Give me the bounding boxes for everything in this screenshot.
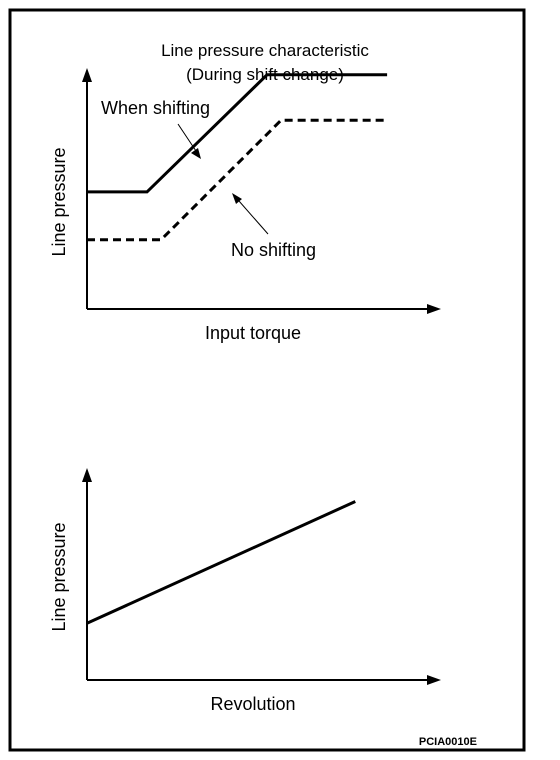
figure-code: PCIA0010E xyxy=(419,736,477,748)
y-axis-label: Line pressure xyxy=(49,522,69,631)
series-line-no-shifting xyxy=(87,118,388,242)
callout-arrowhead-when-shifting xyxy=(191,148,201,159)
chart-subtitle: (During shift change) xyxy=(186,65,344,84)
pressure-vs-torque-chart: Line pressure characteristic (During shi… xyxy=(49,41,441,343)
callout-leader-no-shifting xyxy=(238,200,269,235)
figure-border xyxy=(8,8,526,752)
x-axis-label: Revolution xyxy=(210,694,295,714)
series-label-no-shifting: No shifting xyxy=(231,240,316,260)
y-axis-arrowhead xyxy=(82,68,92,82)
x-axis-arrowhead xyxy=(427,675,441,685)
y-axis-arrowhead xyxy=(82,468,92,482)
pressure-vs-revolution-chart: Line pressure Revolution xyxy=(49,468,441,714)
x-axis-arrowhead xyxy=(427,304,441,314)
series-line-when-shifting xyxy=(87,73,388,194)
x-axis-label: Input torque xyxy=(205,323,301,343)
callout-leader-when-shifting xyxy=(177,123,197,152)
series-label-when-shifting: When shifting xyxy=(101,98,210,118)
callout-arrowhead-no-shifting xyxy=(232,193,242,204)
series-line-pressure-vs-revolution xyxy=(86,500,356,625)
chart-title: Line pressure characteristic xyxy=(161,41,369,60)
y-axis-label: Line pressure xyxy=(49,147,69,256)
